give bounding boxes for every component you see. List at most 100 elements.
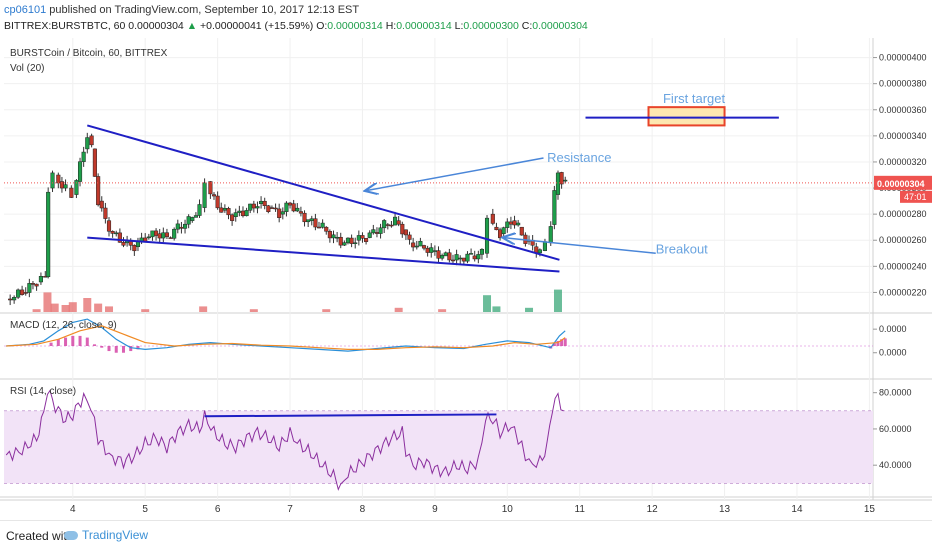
- candle-body: [371, 229, 376, 234]
- candle-body: [298, 211, 303, 214]
- price-pane-title: BURSTCoin / Bitcoin, 60, BITTREX: [10, 48, 168, 59]
- candle-body: [30, 283, 36, 285]
- candle-body: [244, 210, 249, 217]
- macd-hist-bar: [85, 337, 89, 346]
- candle-body: [494, 226, 499, 231]
- candle-body: [295, 207, 300, 212]
- candle-body: [484, 217, 490, 254]
- macd-hist-bar: [560, 339, 564, 346]
- x-tick-label: 7: [287, 504, 293, 515]
- candle-body: [516, 222, 521, 226]
- candle-body: [211, 194, 217, 197]
- change-arrow-icon: ▲: [186, 20, 198, 32]
- candle-body: [458, 257, 463, 260]
- candle-body: [407, 234, 412, 240]
- candle-body: [335, 236, 340, 239]
- x-tick-label: 12: [647, 504, 659, 515]
- macd-line: [6, 318, 566, 352]
- macd-hist-bar: [136, 346, 140, 350]
- candle-body: [479, 248, 484, 255]
- macd-hist-bar: [93, 344, 97, 346]
- volume-bar: [32, 309, 41, 312]
- candle-body: [46, 191, 51, 278]
- volume-bar: [199, 306, 208, 312]
- candle-body: [132, 245, 137, 252]
- candle-body: [157, 233, 162, 239]
- candle-body: [219, 207, 224, 213]
- high-label: H:: [385, 20, 397, 32]
- candle-body: [179, 226, 184, 229]
- candle-body: [89, 135, 94, 146]
- macd-hist-bar: [107, 346, 111, 352]
- candle-body: [374, 232, 379, 234]
- candle-body: [563, 179, 568, 182]
- candle-body: [92, 148, 97, 177]
- candle-body: [266, 205, 271, 212]
- candle-body: [498, 229, 503, 239]
- candle-body: [552, 190, 557, 225]
- candle-body: [367, 232, 372, 238]
- candle-body: [251, 203, 256, 209]
- candle-body: [190, 217, 195, 221]
- low-label: L:: [454, 20, 464, 32]
- candle-body: [440, 255, 445, 259]
- candle-body: [403, 229, 408, 236]
- candle-body: [345, 237, 351, 244]
- candle-body: [302, 212, 307, 223]
- candle-body: [316, 226, 322, 229]
- candle-body: [96, 176, 101, 206]
- published-text: published on TradingView.com, September …: [49, 4, 360, 16]
- candle-body: [436, 250, 441, 259]
- candle-body: [16, 289, 21, 298]
- price-tick-label: 0.00000360: [879, 105, 927, 115]
- macd-hist-bar: [563, 338, 567, 346]
- volume-bar: [94, 303, 103, 312]
- candle-body: [425, 247, 430, 253]
- volume-bar: [249, 309, 258, 312]
- candle-body: [429, 247, 434, 253]
- candle-body: [121, 242, 126, 246]
- candle-body: [38, 276, 43, 283]
- x-tick-label: 13: [719, 504, 731, 515]
- volume-bar: [83, 298, 92, 312]
- candle-body: [50, 172, 55, 189]
- candle-body: [454, 254, 459, 261]
- candle-body: [512, 220, 517, 226]
- candle-body: [222, 208, 227, 211]
- candle-body: [472, 255, 477, 260]
- rsi-label: RSI (14, close): [10, 386, 76, 397]
- publish-line: cp06101 published on TradingView.com, Se…: [4, 4, 359, 16]
- close-price: 0.00000304: [128, 20, 184, 32]
- author-link[interactable]: cp06101: [4, 4, 47, 16]
- macd-hist-bar: [129, 346, 133, 352]
- candle-body: [269, 207, 274, 209]
- candle-body: [215, 195, 220, 209]
- candle-body: [146, 236, 151, 239]
- macd-hist-bar: [64, 337, 68, 346]
- candle-body: [20, 289, 25, 295]
- candle-body: [23, 292, 28, 294]
- tradingview-logo[interactable]: TradingView: [64, 528, 148, 542]
- price-tick-label: 0.00000220: [879, 287, 927, 297]
- candle-body: [353, 242, 358, 244]
- x-tick-label: 8: [360, 504, 366, 515]
- candle-body: [327, 231, 332, 239]
- chart-canvas[interactable]: 4 5 6 7 8 9 10 11 12 13 14 15 0.00000400 0.00000380 0.…: [0, 38, 932, 520]
- candle-body: [324, 226, 329, 232]
- candle-body: [280, 211, 285, 215]
- candle-body: [150, 230, 155, 238]
- candle-body: [421, 245, 427, 249]
- candle-body: [309, 218, 314, 221]
- candle-body: [284, 202, 289, 212]
- last-price-tag: [874, 175, 932, 190]
- candle-body: [519, 226, 524, 236]
- created-with-text: Created with: [6, 529, 74, 543]
- ohlc-line: BITTREX:BURSTBTC, 60 0.00000304 ▲ +0.000…: [4, 20, 588, 32]
- price-tick-label: 0.00000280: [879, 209, 927, 219]
- candle-body: [548, 226, 553, 244]
- candle-body: [8, 298, 13, 301]
- candle-body: [34, 283, 39, 287]
- candle-body: [186, 216, 191, 225]
- candle-body: [501, 227, 506, 234]
- candle-body: [114, 232, 119, 235]
